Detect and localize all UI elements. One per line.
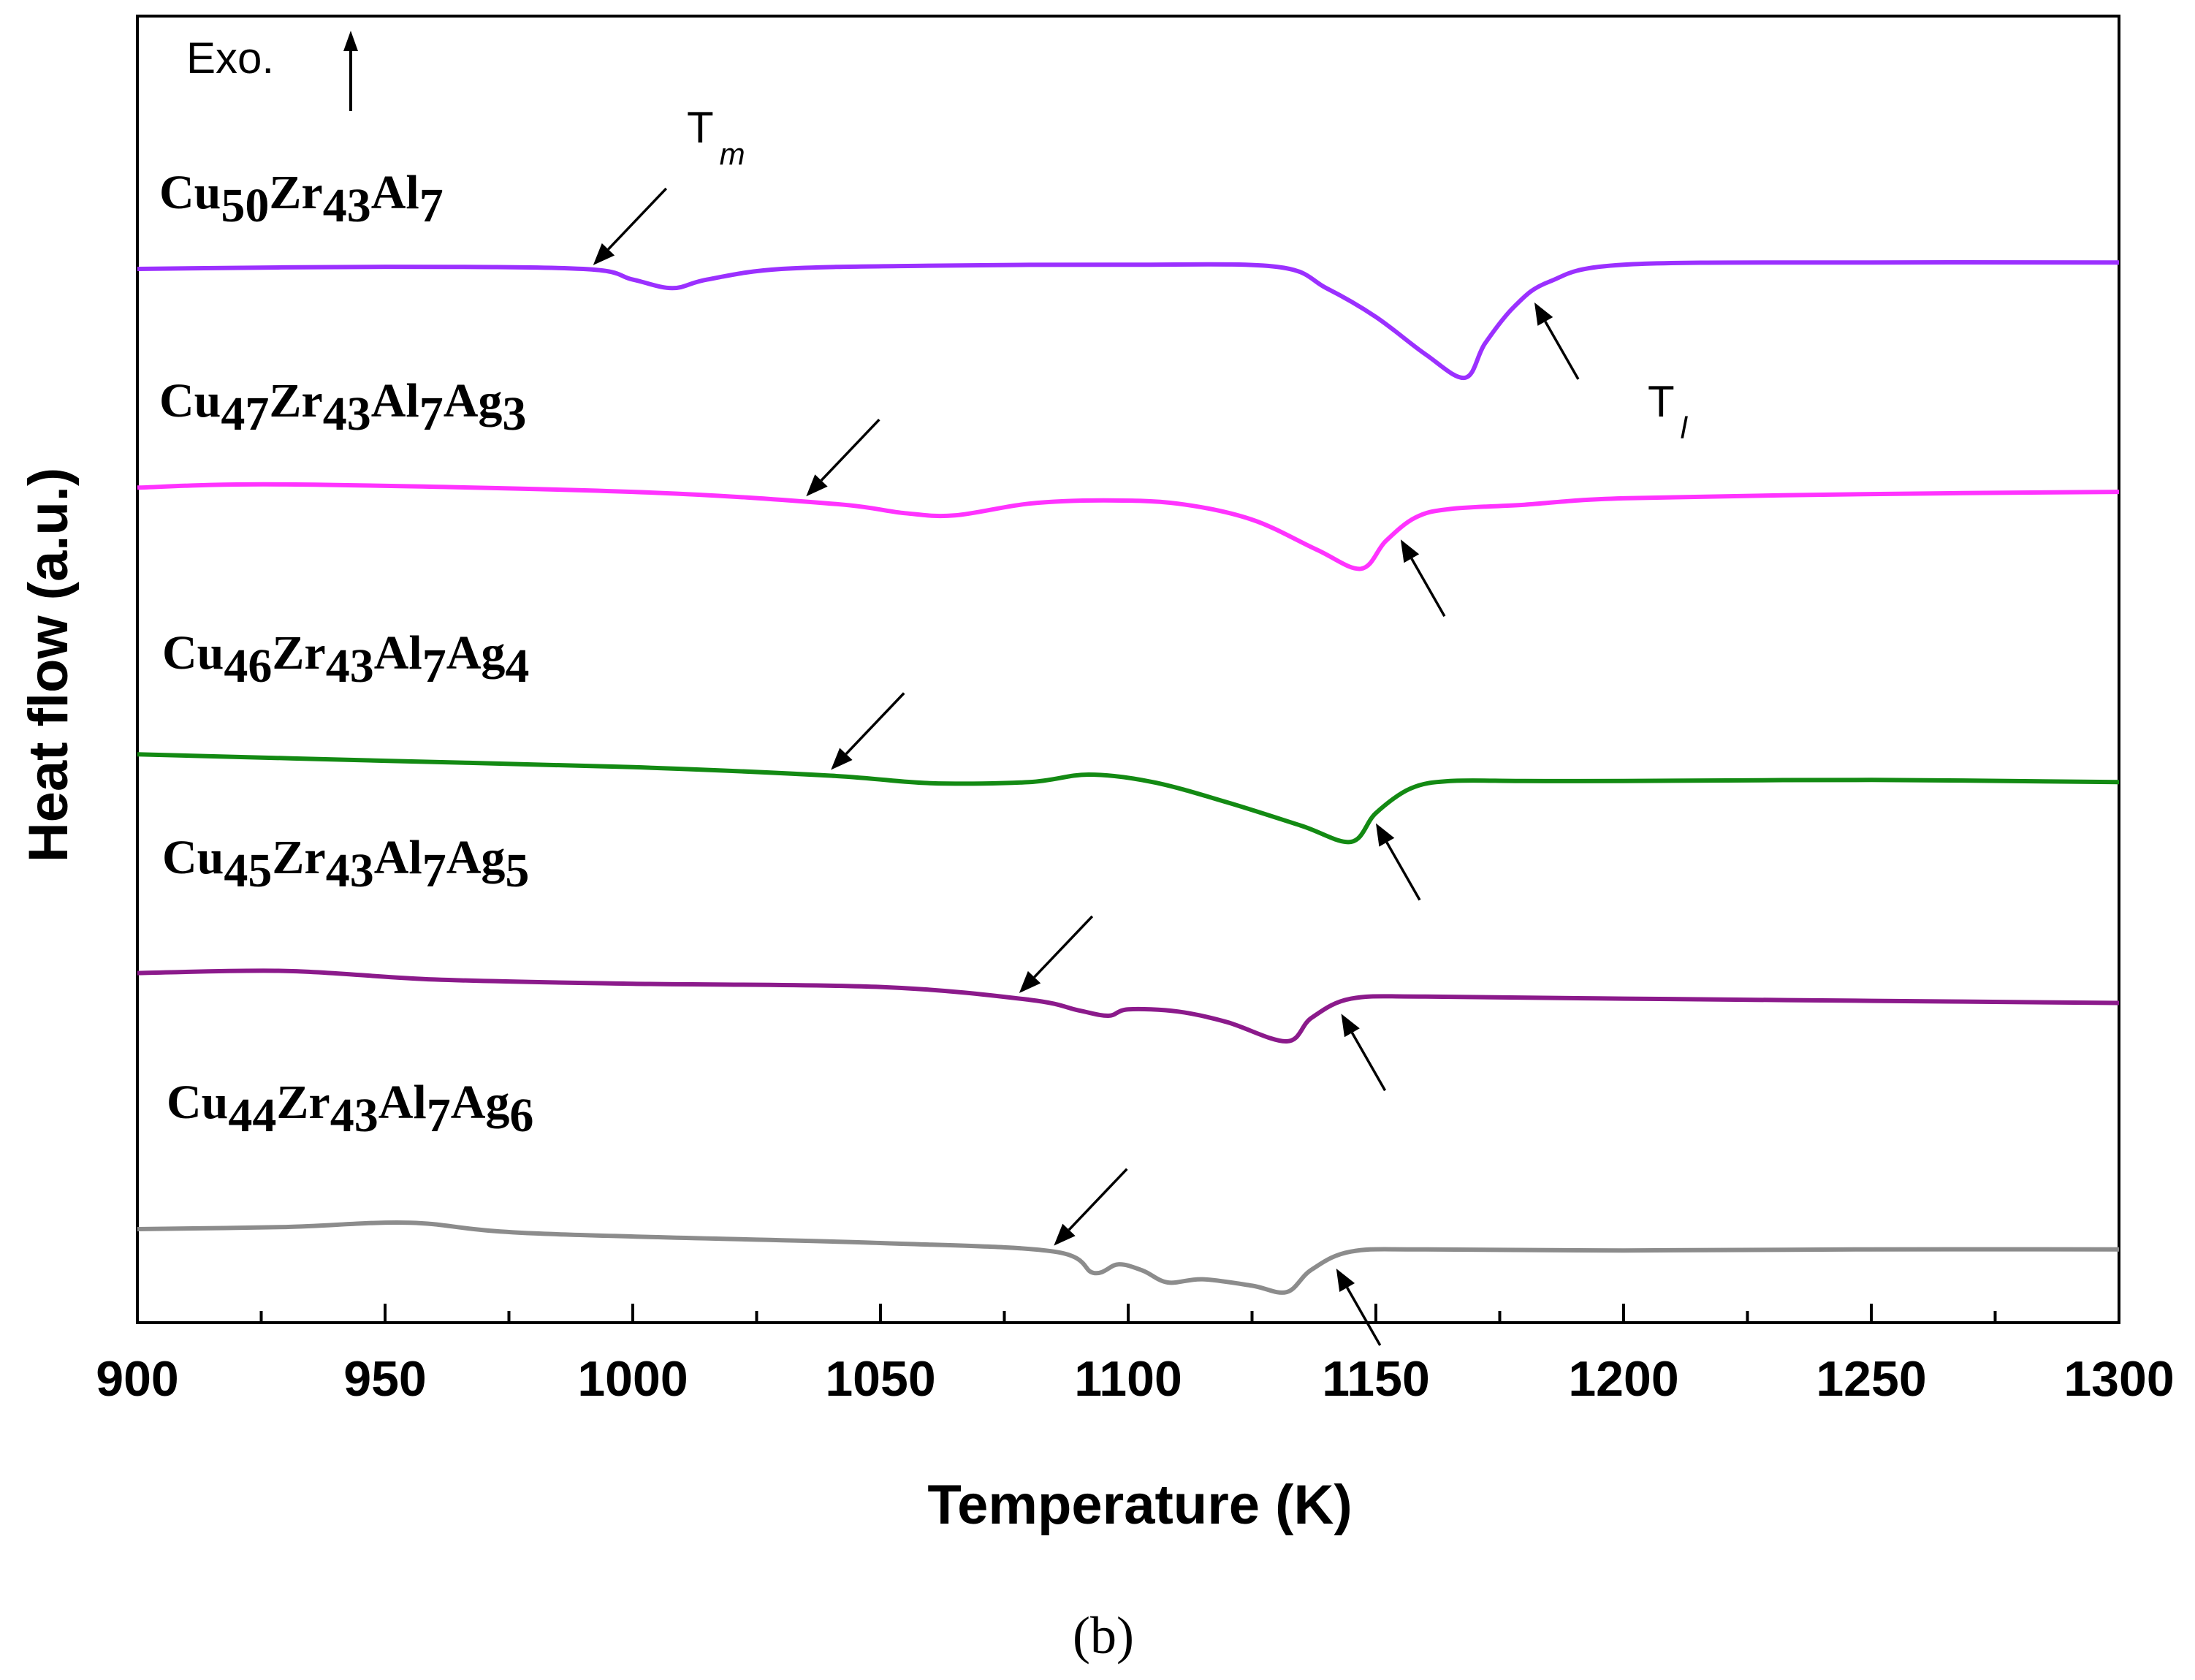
tm-sub: m [720,137,745,171]
x-tick-label: 1000 [577,1351,688,1407]
series-layer [137,260,2120,1295]
tl-arrow-icon [1534,302,1580,380]
tl-sub: l [1681,411,1689,445]
series-label: Cu50Zr43Al7 [159,166,444,232]
x-axis-title: Temperature (K) [927,1474,1352,1536]
tm-arrow-icon [1019,915,1094,993]
x-tick-label: 1050 [825,1351,935,1407]
x-tick-label: 1150 [1322,1351,1430,1407]
tl-label: Tl [1648,377,1689,445]
x-tick-labels: 900 950 1000 1050 1100 1150 1200 1250 1300 [96,1351,2174,1407]
x-tick-label: 1250 [1816,1351,1926,1407]
series-labels: Cu50Zr43Al7 Cu47Zr43Al7Ag3 Cu46Zr43Al7Ag4 C… [159,166,533,1142]
tm-arrow-icon [593,187,668,265]
tl-arrow-icon [1341,1014,1387,1092]
tm-arrow-icon [831,692,905,770]
tm-arrow-icon [806,418,880,497]
x-tick-label: 1300 [2063,1351,2174,1407]
series-label: Cu44Zr43Al7Ag6 [167,1076,533,1142]
x-tick-label: 950 [343,1351,426,1407]
tm-arrow-icon [1054,1168,1128,1246]
series-line [137,482,2120,571]
arrow-annotations [593,187,1580,1346]
series-line [137,752,2120,845]
x-tick-label: 1200 [1568,1351,1678,1407]
series-line [137,260,2120,380]
panel-label: (b) [1073,1606,1134,1665]
exo-arrow-icon [343,31,358,111]
exo-label: Exo. [186,34,274,83]
y-axis-title: Heat flow (a.u.) [18,468,80,862]
x-axis-ticks [136,1304,2120,1323]
series-label: Cu46Zr43Al7Ag4 [162,626,529,693]
series-label: Cu47Zr43Al7Ag3 [159,374,526,441]
tm-label: Tm [687,103,745,171]
x-tick-label: 1100 [1074,1351,1182,1407]
x-tick-label: 900 [96,1351,178,1407]
tl-arrow-icon [1376,823,1421,901]
tl-arrow-icon [1400,539,1446,617]
series-line [137,968,2120,1044]
series-label: Cu45Zr43Al7Ag5 [162,831,529,897]
series-line [137,1220,2120,1295]
tl-arrow-icon [1336,1268,1382,1346]
